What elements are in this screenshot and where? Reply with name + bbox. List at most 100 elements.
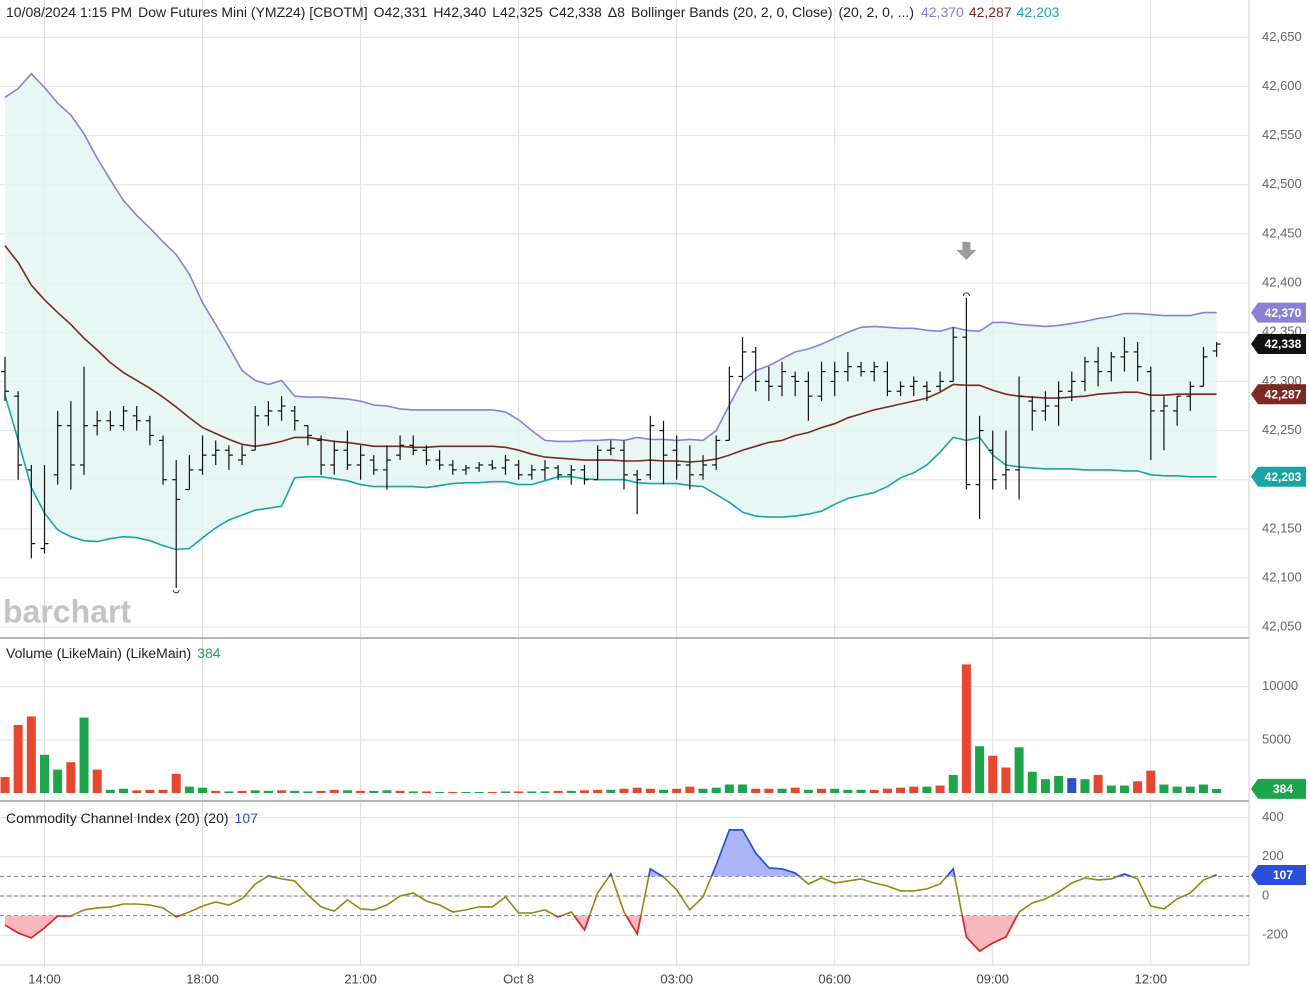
- volume-bar: [751, 788, 761, 793]
- high-marker: [962, 292, 970, 296]
- low-marker: [172, 589, 180, 594]
- volume-bar: [132, 790, 142, 793]
- volume-bar: [830, 788, 840, 793]
- volume-bar: [145, 789, 155, 793]
- x-tick-label: 03:00: [660, 971, 693, 986]
- close-tag: 42,338: [1265, 337, 1302, 351]
- watermark: barchart: [3, 593, 131, 629]
- volume-bar: [1172, 786, 1182, 793]
- volume-bar: [356, 790, 366, 793]
- volume-bar: [606, 789, 616, 793]
- volume-bar: [579, 790, 589, 793]
- volume-bar: [1001, 767, 1011, 793]
- y-tick-label: 42,450: [1262, 225, 1302, 240]
- header-item: Δ8: [608, 4, 625, 20]
- volume-bar: [803, 789, 813, 793]
- volume-bar: [817, 788, 827, 793]
- volume-bar: [540, 791, 550, 793]
- band-tag-shape: [1251, 466, 1306, 487]
- volume-bar: [316, 790, 326, 793]
- volume-bar: [53, 769, 63, 793]
- cci-tag: 107: [1273, 868, 1293, 882]
- volume-bar: [0, 777, 10, 793]
- header-item: L42,325: [492, 4, 543, 20]
- volume-bar: [645, 788, 655, 793]
- y-tick-label: 10000: [1262, 678, 1298, 693]
- volume-bar: [685, 786, 695, 793]
- volume-bar: [724, 784, 734, 793]
- volume-tag-shape: [1251, 778, 1306, 799]
- volume-bar: [92, 769, 102, 793]
- volume-bar: [1080, 779, 1090, 793]
- header: 10/08/2024 1:15 PM Dow Futures Mini (YMZ2…: [6, 4, 1060, 20]
- volume-bar: [619, 788, 629, 793]
- band-line: [4, 394, 1217, 551]
- volume-bar: [1159, 784, 1169, 793]
- volume-bar: [158, 789, 168, 793]
- volume-bar: [369, 790, 379, 793]
- signal-arrow: [956, 241, 977, 260]
- y-tick-label: 0: [1262, 887, 1269, 902]
- volume-bar: [66, 762, 76, 793]
- volume-bar: [632, 787, 642, 793]
- volume-bar: [461, 791, 471, 793]
- volume-bar: [672, 788, 682, 793]
- volume-bar: [764, 788, 774, 793]
- volume-bar: [1014, 747, 1024, 793]
- volume-bar: [1040, 779, 1050, 793]
- cci-line-above: [266, 829, 1217, 877]
- x-tick-label: 21:00: [344, 971, 377, 986]
- volume-bar: [593, 789, 603, 793]
- volume-bar: [290, 790, 300, 793]
- header-band-value: 42,287: [969, 4, 1012, 20]
- volume-bar: [277, 790, 287, 793]
- volume-bar: [474, 791, 484, 793]
- volume-bar: [26, 716, 36, 793]
- pane-title-value: 384: [197, 645, 221, 661]
- volume-bar: [961, 664, 971, 793]
- header-item: C42,338: [549, 4, 602, 20]
- band-tag-shape: [1251, 302, 1306, 323]
- y-tick-label: -200: [1262, 927, 1288, 942]
- y-tick-label: 42,300: [1262, 373, 1302, 388]
- y-tick-label: 42,100: [1262, 569, 1302, 584]
- volume-bar: [395, 790, 405, 793]
- volume-bar: [1133, 781, 1143, 793]
- x-tick-label: 18:00: [186, 971, 219, 986]
- volume-bar: [263, 790, 273, 793]
- y-tick-label: 200: [1262, 848, 1284, 863]
- volume-bar: [1067, 778, 1077, 793]
- volume-bar: [224, 791, 234, 793]
- x-tick-label: 14:00: [28, 971, 61, 986]
- volume-bar: [909, 786, 919, 793]
- y-tick-label: 42,400: [1262, 275, 1302, 290]
- pane-title-value: 107: [235, 810, 259, 826]
- band-line: [4, 245, 1217, 463]
- volume-bar: [13, 725, 23, 793]
- volume-bar: [79, 717, 89, 793]
- volume-bar: [975, 746, 985, 793]
- pane-title: Volume (LikeMain) (LikeMain) 384: [6, 645, 221, 661]
- volume-bar: [40, 754, 50, 793]
- volume-bar: [408, 791, 418, 793]
- header-item: Dow Futures Mini (YMZ24) [CBOTM]: [138, 4, 367, 20]
- volume-bar: [1212, 788, 1222, 793]
- volume-tag: 384: [1273, 782, 1293, 796]
- volume-bar: [514, 791, 524, 793]
- y-tick-label: 42,250: [1262, 422, 1302, 437]
- volume-bar: [948, 774, 958, 793]
- volume-bar: [922, 786, 932, 793]
- volume-bar: [856, 789, 866, 793]
- volume-bar: [342, 790, 352, 793]
- volume-bar: [988, 755, 998, 793]
- header-item: H42,340: [433, 4, 486, 20]
- x-tick-label: 06:00: [818, 971, 851, 986]
- volume-bar: [1054, 776, 1064, 793]
- y-tick-label: 42,500: [1262, 176, 1302, 191]
- x-tick-label: 12:00: [1135, 971, 1168, 986]
- header-item: O42,331: [374, 4, 428, 20]
- header-band-value: 42,370: [921, 4, 964, 20]
- volume-bar: [211, 790, 221, 793]
